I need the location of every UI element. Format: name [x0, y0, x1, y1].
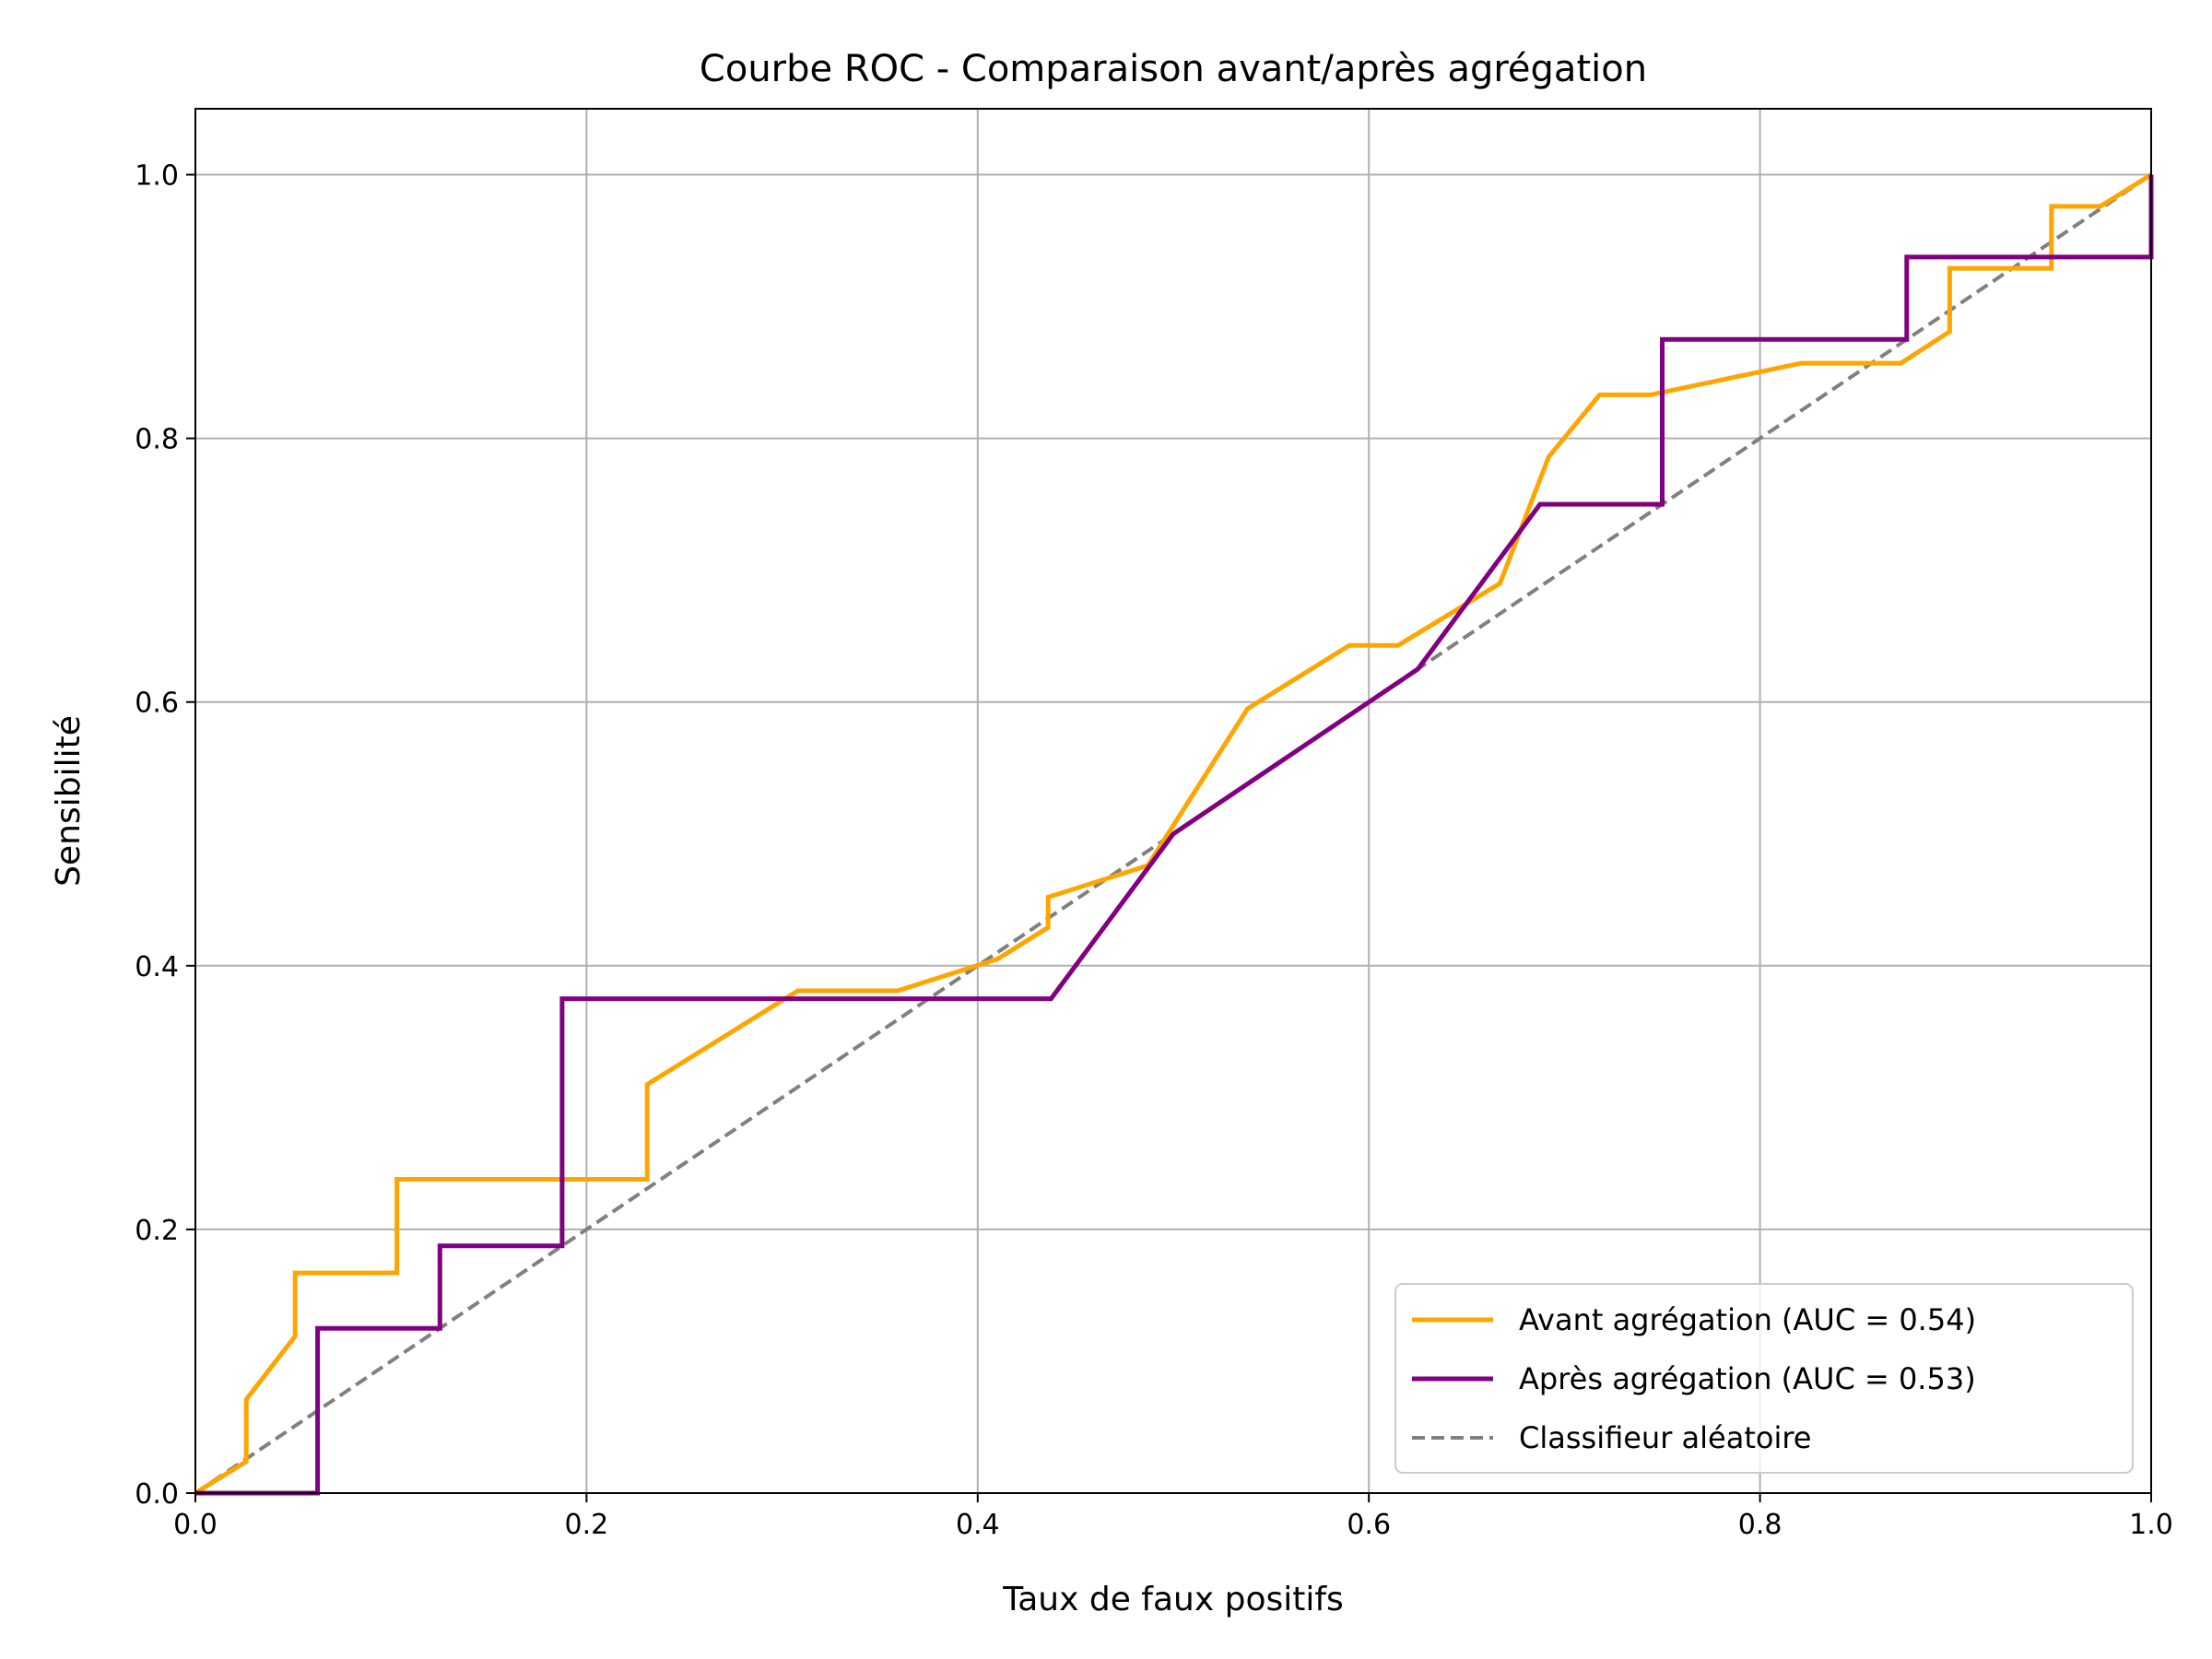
y-axis-label: Sensibilité — [50, 715, 88, 887]
series-line-0 — [194, 172, 2153, 1496]
x-tick-label: 0.8 — [1738, 1509, 1783, 1541]
y-tick-label: 0.2 — [135, 1215, 179, 1247]
x-tick-label: 1.0 — [2129, 1509, 2173, 1541]
y-tick-label: 0.6 — [135, 688, 179, 720]
x-tick-label: 0.4 — [956, 1509, 1000, 1541]
x-tick-label: 0.6 — [1347, 1509, 1391, 1541]
plot-lines — [194, 172, 2154, 1496]
legend-label: Après agrégation (AUC = 0.53) — [1519, 1361, 1976, 1396]
chart-title: Courbe ROC - Comparaison avant/après agr… — [700, 48, 1647, 90]
grid-lines — [194, 109, 2152, 1494]
legend: Avant agrégation (AUC = 0.54) Après agrég… — [1394, 1283, 2134, 1474]
x-tick-label: 0.0 — [173, 1509, 218, 1541]
y-tick-label: 1.0 — [135, 160, 179, 193]
legend-items: Avant agrégation (AUC = 0.54) Après agrég… — [1412, 1302, 1976, 1455]
y-tick-label: 0.8 — [135, 424, 179, 456]
legend-label: Classifieur aléatoire — [1519, 1420, 1811, 1455]
legend-label: Avant agrégation (AUC = 0.54) — [1519, 1302, 1976, 1337]
axis-ticks: 0.0 0.2 0.4 0.6 0.8 1.0 0.0 0.2 0.4 0.6 0.8 1.0 — [135, 160, 2173, 1541]
y-tick-label: 0.4 — [135, 951, 179, 983]
series-line-1 — [195, 174, 2154, 1496]
x-tick-label: 0.2 — [565, 1509, 609, 1541]
legend-box — [1394, 1283, 2134, 1474]
axes-frame — [194, 108, 2152, 1494]
x-axis-label: Taux de faux positifs — [1002, 1581, 1344, 1618]
series-line-2 — [194, 172, 2153, 1495]
y-tick-label: 0.0 — [135, 1478, 179, 1511]
